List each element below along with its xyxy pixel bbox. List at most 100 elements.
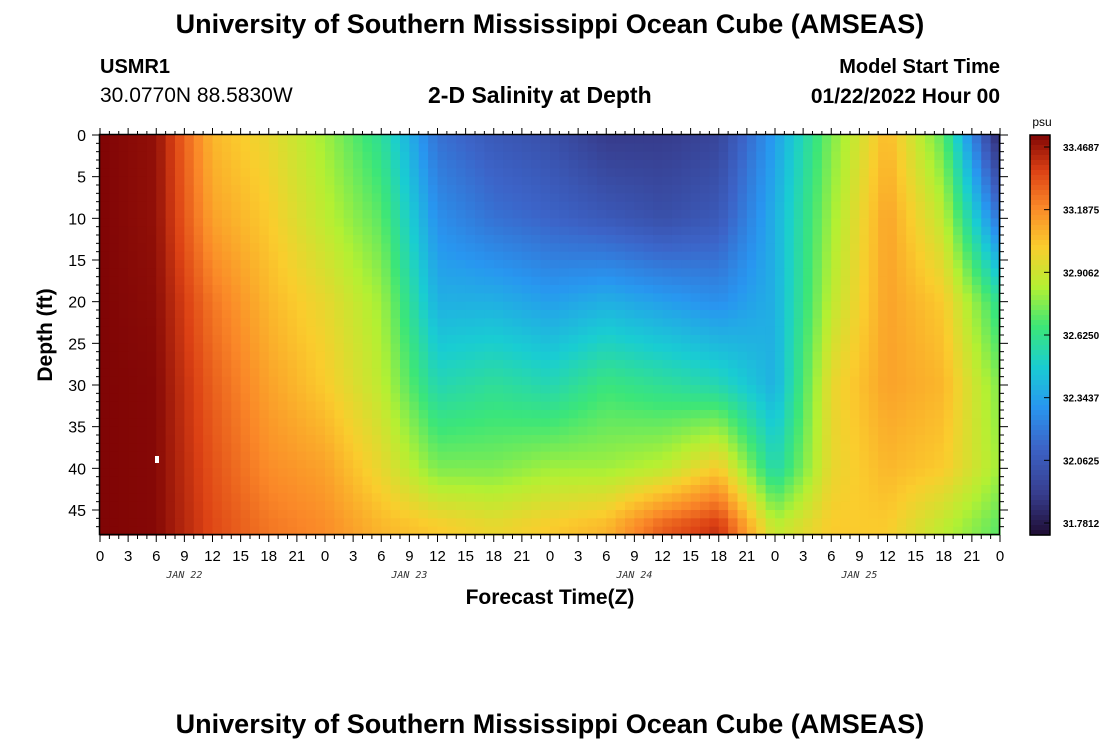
heatmap-cell bbox=[456, 268, 467, 278]
heatmap-cell bbox=[343, 210, 354, 219]
heatmap-cell bbox=[915, 476, 926, 486]
heatmap-cell bbox=[625, 376, 635, 386]
heatmap-cell bbox=[221, 526, 232, 536]
heatmap-cell bbox=[446, 226, 457, 236]
heatmap-cell bbox=[746, 310, 757, 319]
heatmap-cell bbox=[812, 485, 823, 494]
heatmap-cell bbox=[521, 385, 532, 394]
heatmap-cell bbox=[634, 435, 645, 444]
heatmap-cell bbox=[831, 218, 842, 228]
heatmap-cell bbox=[850, 335, 860, 344]
heatmap-cell bbox=[596, 451, 607, 461]
heatmap-cell bbox=[578, 318, 589, 328]
heatmap-cell bbox=[118, 493, 129, 503]
heatmap-cell bbox=[765, 218, 776, 228]
heatmap-cell bbox=[465, 226, 476, 236]
heatmap-cell bbox=[943, 501, 954, 511]
heatmap-cell bbox=[981, 235, 992, 244]
heatmap-cell bbox=[390, 501, 401, 511]
heatmap-cell bbox=[559, 193, 570, 203]
heatmap-cell bbox=[568, 335, 579, 344]
heatmap-cell bbox=[709, 318, 720, 328]
heatmap-cell bbox=[296, 526, 307, 536]
heatmap-cell bbox=[475, 510, 485, 519]
heatmap-cell bbox=[437, 160, 448, 169]
heatmap-cell bbox=[756, 510, 767, 519]
heatmap-cell bbox=[503, 260, 514, 269]
heatmap-cell bbox=[943, 335, 954, 344]
heatmap-cell bbox=[690, 368, 701, 378]
heatmap-cell bbox=[428, 410, 439, 419]
heatmap-cell bbox=[653, 443, 664, 453]
heatmap-cell bbox=[409, 435, 420, 444]
heatmap-cell bbox=[662, 301, 673, 311]
heatmap-cell bbox=[371, 460, 382, 469]
heatmap-cell bbox=[503, 393, 514, 403]
heatmap-cell bbox=[878, 143, 889, 153]
heatmap-cell bbox=[212, 485, 223, 494]
heatmap-cell bbox=[437, 293, 448, 303]
heatmap-cell bbox=[728, 510, 739, 519]
heatmap-cell bbox=[746, 401, 757, 411]
heatmap-cell bbox=[606, 476, 617, 486]
heatmap-cell bbox=[325, 293, 335, 303]
colorbar-swatch bbox=[1030, 155, 1050, 161]
heatmap-cell bbox=[859, 335, 870, 344]
heatmap-cell bbox=[531, 193, 542, 203]
heatmap-cell bbox=[896, 193, 907, 203]
heatmap-cell bbox=[915, 276, 926, 286]
heatmap-cell bbox=[315, 526, 326, 536]
heatmap-cell bbox=[118, 193, 129, 203]
heatmap-cell bbox=[371, 193, 382, 203]
heatmap-cell bbox=[746, 151, 757, 161]
heatmap-cell bbox=[662, 293, 673, 303]
heatmap-cell bbox=[737, 151, 748, 161]
heatmap-cell bbox=[859, 268, 870, 278]
heatmap-cell bbox=[925, 335, 935, 344]
heatmap-cell bbox=[428, 393, 439, 403]
heatmap-cell bbox=[343, 485, 354, 494]
heatmap-cell bbox=[109, 335, 120, 344]
colorbar-swatch bbox=[1030, 185, 1050, 191]
heatmap-cell bbox=[925, 235, 935, 244]
heatmap-cell bbox=[625, 460, 635, 469]
heatmap-cell bbox=[934, 393, 945, 403]
heatmap-cell bbox=[512, 218, 523, 228]
heatmap-cell bbox=[118, 410, 129, 419]
heatmap-cell bbox=[690, 285, 701, 294]
heatmap-cell bbox=[559, 143, 570, 153]
heatmap-cell bbox=[231, 318, 242, 328]
heatmap-cell bbox=[915, 418, 926, 428]
heatmap-cell bbox=[287, 260, 298, 269]
heatmap-cell bbox=[643, 235, 654, 244]
heatmap-cell bbox=[390, 418, 401, 428]
heatmap-cell bbox=[962, 293, 973, 303]
heatmap-cell bbox=[962, 335, 973, 344]
heatmap-cell bbox=[531, 151, 542, 161]
heatmap-cell bbox=[100, 410, 110, 419]
heatmap-cell bbox=[878, 435, 889, 444]
heatmap-cell bbox=[671, 201, 682, 211]
heatmap-cell bbox=[240, 451, 251, 461]
heatmap-cell bbox=[596, 493, 607, 503]
heatmap-cell bbox=[625, 468, 635, 478]
heatmap-cell bbox=[953, 335, 964, 344]
heatmap-cell bbox=[746, 260, 757, 269]
heatmap-cell bbox=[137, 301, 148, 311]
heatmap-cell bbox=[465, 518, 476, 528]
heatmap-cell bbox=[737, 410, 748, 419]
heatmap-cell bbox=[690, 151, 701, 161]
heatmap-cell bbox=[653, 210, 664, 219]
heatmap-cell bbox=[728, 376, 739, 386]
y-tick-label: 10 bbox=[68, 211, 86, 228]
heatmap-cell bbox=[803, 193, 814, 203]
heatmap-cell bbox=[784, 210, 795, 219]
heatmap-cell bbox=[906, 276, 917, 286]
heatmap-cell bbox=[278, 335, 289, 344]
heatmap-cell bbox=[606, 410, 617, 419]
heatmap-cell bbox=[212, 368, 223, 378]
heatmap-cell bbox=[512, 393, 523, 403]
heatmap-cell bbox=[728, 393, 739, 403]
heatmap-cell bbox=[625, 443, 635, 453]
heatmap-cell bbox=[418, 343, 429, 353]
